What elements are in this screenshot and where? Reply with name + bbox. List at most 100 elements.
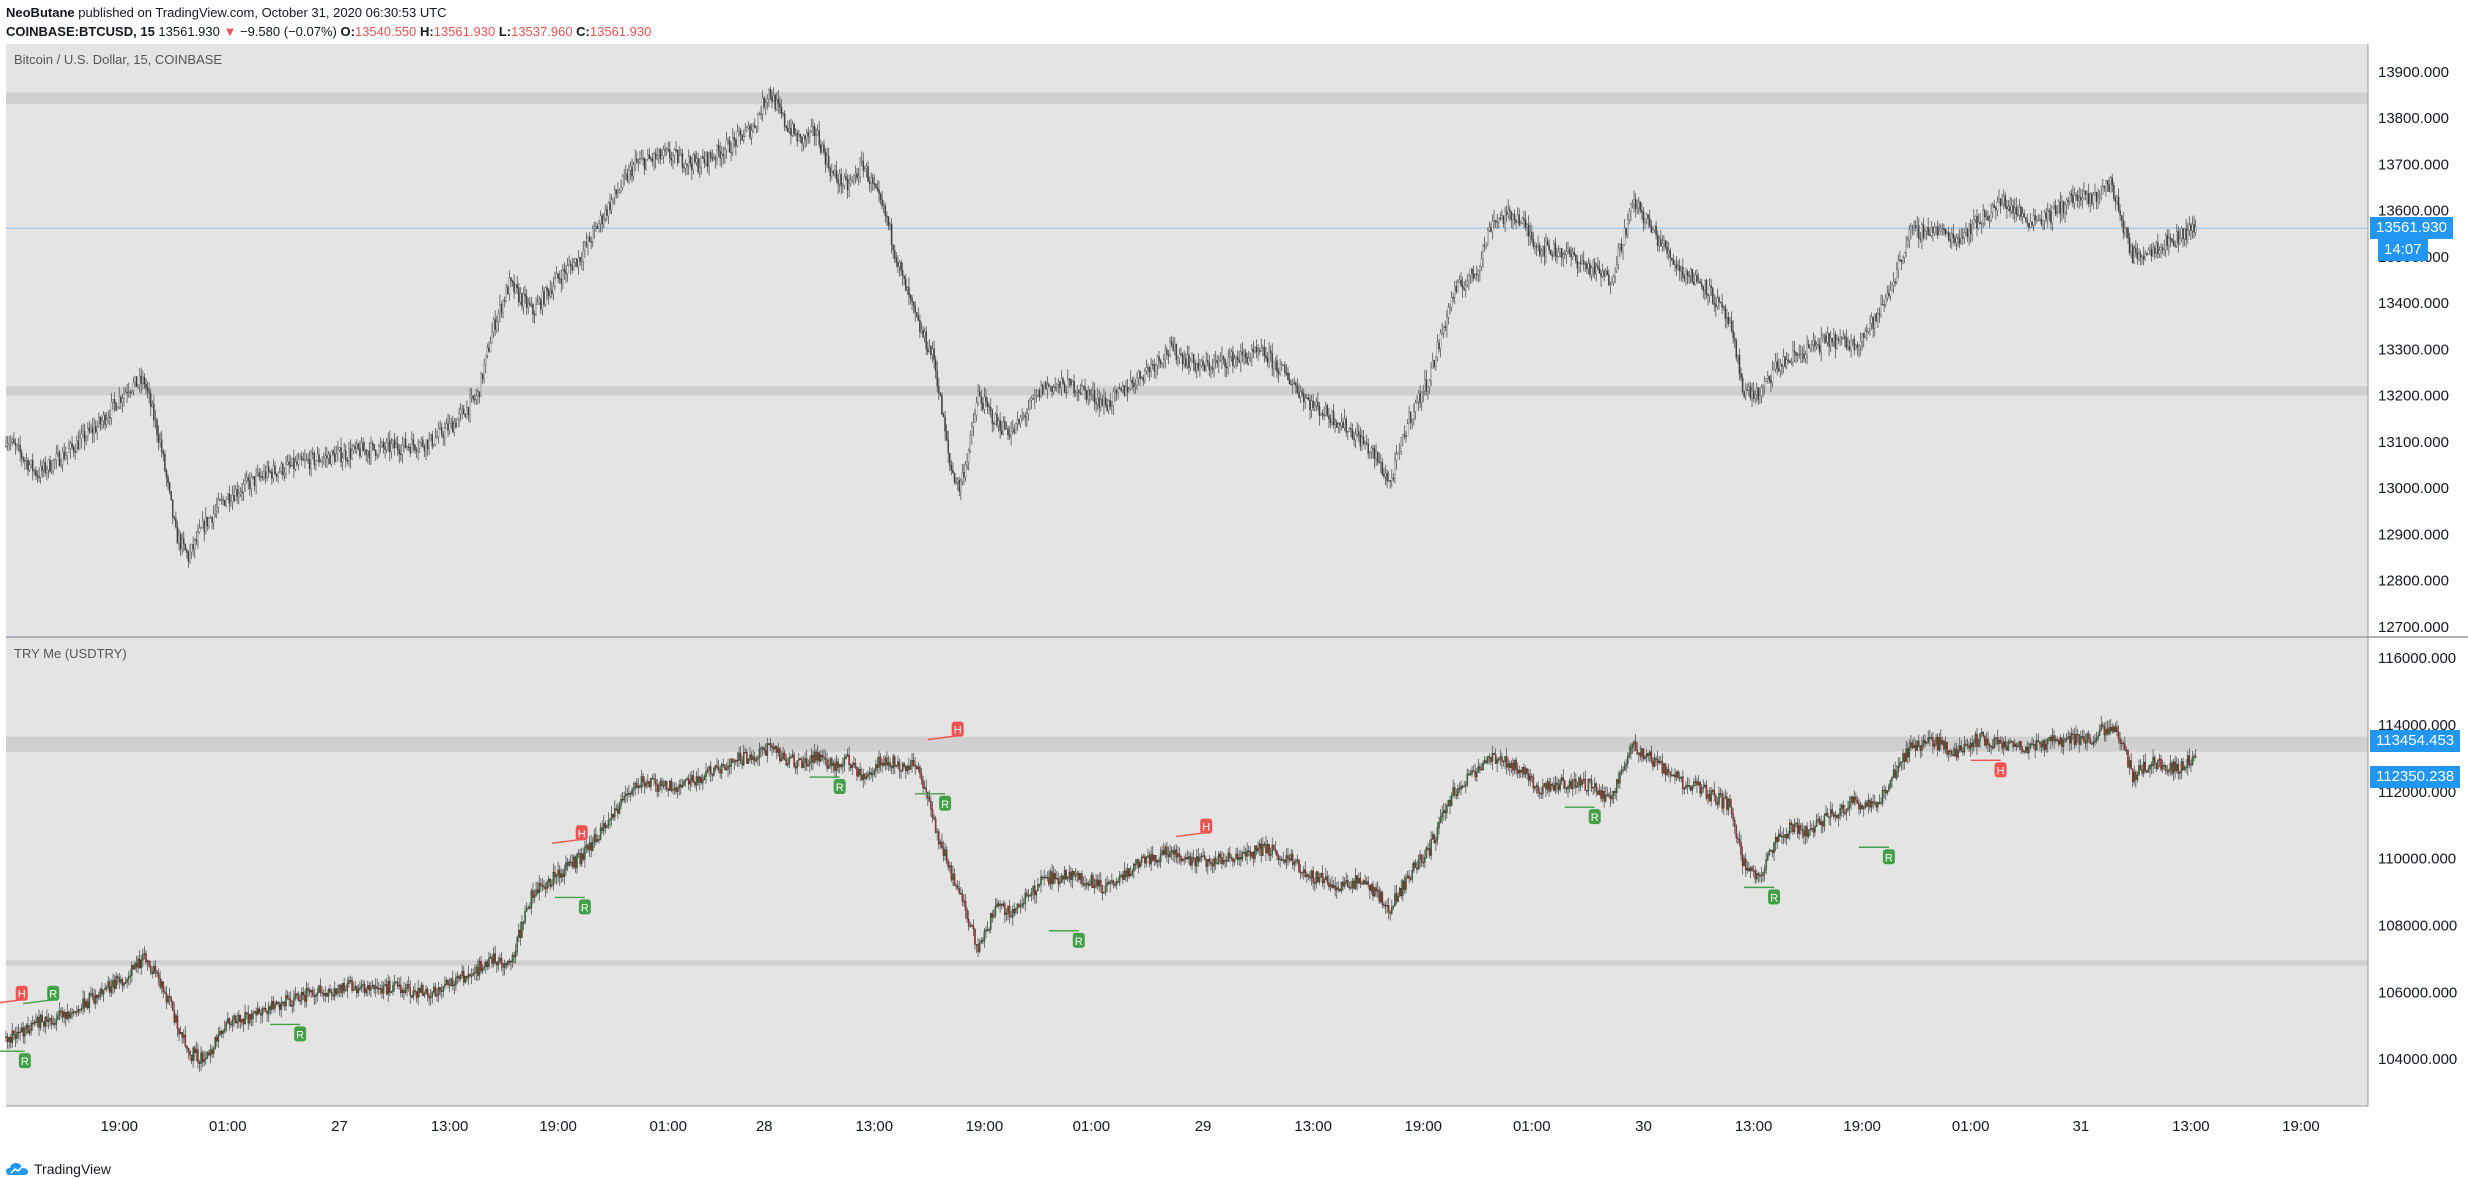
- candle-body: [98, 417, 100, 427]
- candle-body: [2062, 201, 2065, 214]
- candle-body: [1241, 852, 1244, 860]
- candle-body: [1045, 877, 1047, 879]
- candle-body: [1414, 402, 1417, 412]
- candle-body: [2034, 215, 2036, 221]
- candle-body: [766, 743, 769, 756]
- candle-body: [2039, 218, 2041, 221]
- high-label: H:: [420, 24, 434, 39]
- candle-body: [373, 443, 375, 451]
- candle-body: [774, 746, 776, 750]
- candle-body: [609, 818, 611, 821]
- candle-body: [934, 359, 937, 371]
- candle-body: [1140, 856, 1143, 863]
- candle-body: [1334, 422, 1336, 426]
- candle-body: [1282, 364, 1285, 366]
- candle-body: [1398, 888, 1401, 897]
- low-value: 13537.960: [511, 24, 573, 39]
- candle-body: [1079, 873, 1082, 880]
- candle-body: [1762, 386, 1764, 389]
- candle-body: [1686, 271, 1689, 276]
- candle-body: [205, 516, 207, 533]
- candle-body: [1757, 387, 1760, 400]
- candle-body: [1257, 350, 1259, 353]
- candle-body: [1148, 367, 1151, 373]
- candle-body: [60, 1010, 62, 1013]
- candle-body: [1702, 786, 1705, 789]
- candle-body: [83, 998, 86, 1008]
- candle-body: [2155, 242, 2158, 254]
- candle-body: [488, 958, 490, 968]
- candle-body: [1677, 265, 1679, 269]
- candle-body: [1707, 294, 1709, 296]
- candle-body: [587, 236, 589, 246]
- candle-body: [507, 287, 509, 295]
- resistance-zone[interactable]: [6, 92, 2368, 105]
- candle-body: [782, 752, 784, 759]
- candle-body: [772, 94, 775, 102]
- candle-body: [558, 277, 561, 280]
- candle-body: [1592, 787, 1594, 789]
- candle-body: [445, 980, 448, 985]
- candle-body: [1060, 378, 1063, 388]
- candle-body: [1350, 887, 1352, 889]
- candle-body: [719, 769, 721, 774]
- candle-body: [230, 1023, 232, 1026]
- candle-body: [1175, 343, 1178, 361]
- resistance-zone[interactable]: [6, 386, 2368, 396]
- candle-body: [1372, 447, 1374, 450]
- candle-body: [661, 155, 663, 159]
- candle-body: [1782, 356, 1785, 367]
- candle-body: [222, 499, 224, 501]
- candle-body: [1402, 434, 1404, 438]
- candle-body: [1516, 214, 1519, 223]
- candle-body: [846, 754, 849, 757]
- candle-body: [1378, 461, 1380, 464]
- candle-body: [206, 1052, 209, 1059]
- indicator-pane-background[interactable]: [6, 638, 2368, 1106]
- candle-body: [318, 454, 320, 463]
- candle-body: [2122, 219, 2125, 233]
- candle-body: [291, 458, 294, 466]
- candle-body: [315, 460, 317, 466]
- candle-body: [1553, 243, 1555, 257]
- candle-body: [382, 985, 385, 994]
- candle-body: [431, 434, 434, 447]
- candle-body: [384, 447, 386, 450]
- candle-body: [267, 1006, 270, 1014]
- candle-body: [1436, 827, 1439, 841]
- resistance-zone[interactable]: [6, 960, 2368, 966]
- candle-body: [1611, 795, 1613, 800]
- candle-body: [35, 1021, 37, 1024]
- candle-body: [1336, 422, 1338, 428]
- candle-body: [801, 758, 803, 768]
- candle-body: [720, 153, 723, 159]
- candle-body: [838, 764, 841, 768]
- candle-body: [1235, 357, 1237, 360]
- candle-body: [1221, 355, 1223, 360]
- candle-body: [1568, 781, 1571, 787]
- candle-body: [120, 979, 122, 983]
- candle-body: [286, 995, 289, 999]
- candle-body: [1406, 875, 1409, 878]
- candle-body: [168, 996, 171, 998]
- candle-body: [716, 765, 718, 768]
- candle-body: [1457, 788, 1459, 796]
- candle-body: [621, 799, 624, 801]
- candle-body: [1040, 876, 1042, 885]
- candle-body: [417, 448, 419, 452]
- candle-body: [1232, 858, 1234, 862]
- candle-body: [1603, 270, 1605, 277]
- candle-body: [1587, 778, 1590, 791]
- candle-body: [634, 159, 636, 166]
- candle-body: [278, 1003, 281, 1010]
- resistance-zone[interactable]: [6, 736, 2368, 752]
- candle-body: [1705, 784, 1708, 799]
- candle-body: [455, 422, 457, 428]
- candle-body: [1608, 794, 1610, 797]
- candle-body: [338, 985, 341, 990]
- candle-body: [560, 873, 563, 878]
- price-pane-background[interactable]: [6, 44, 2368, 636]
- candle-body: [1185, 857, 1187, 859]
- candle-body: [142, 954, 144, 961]
